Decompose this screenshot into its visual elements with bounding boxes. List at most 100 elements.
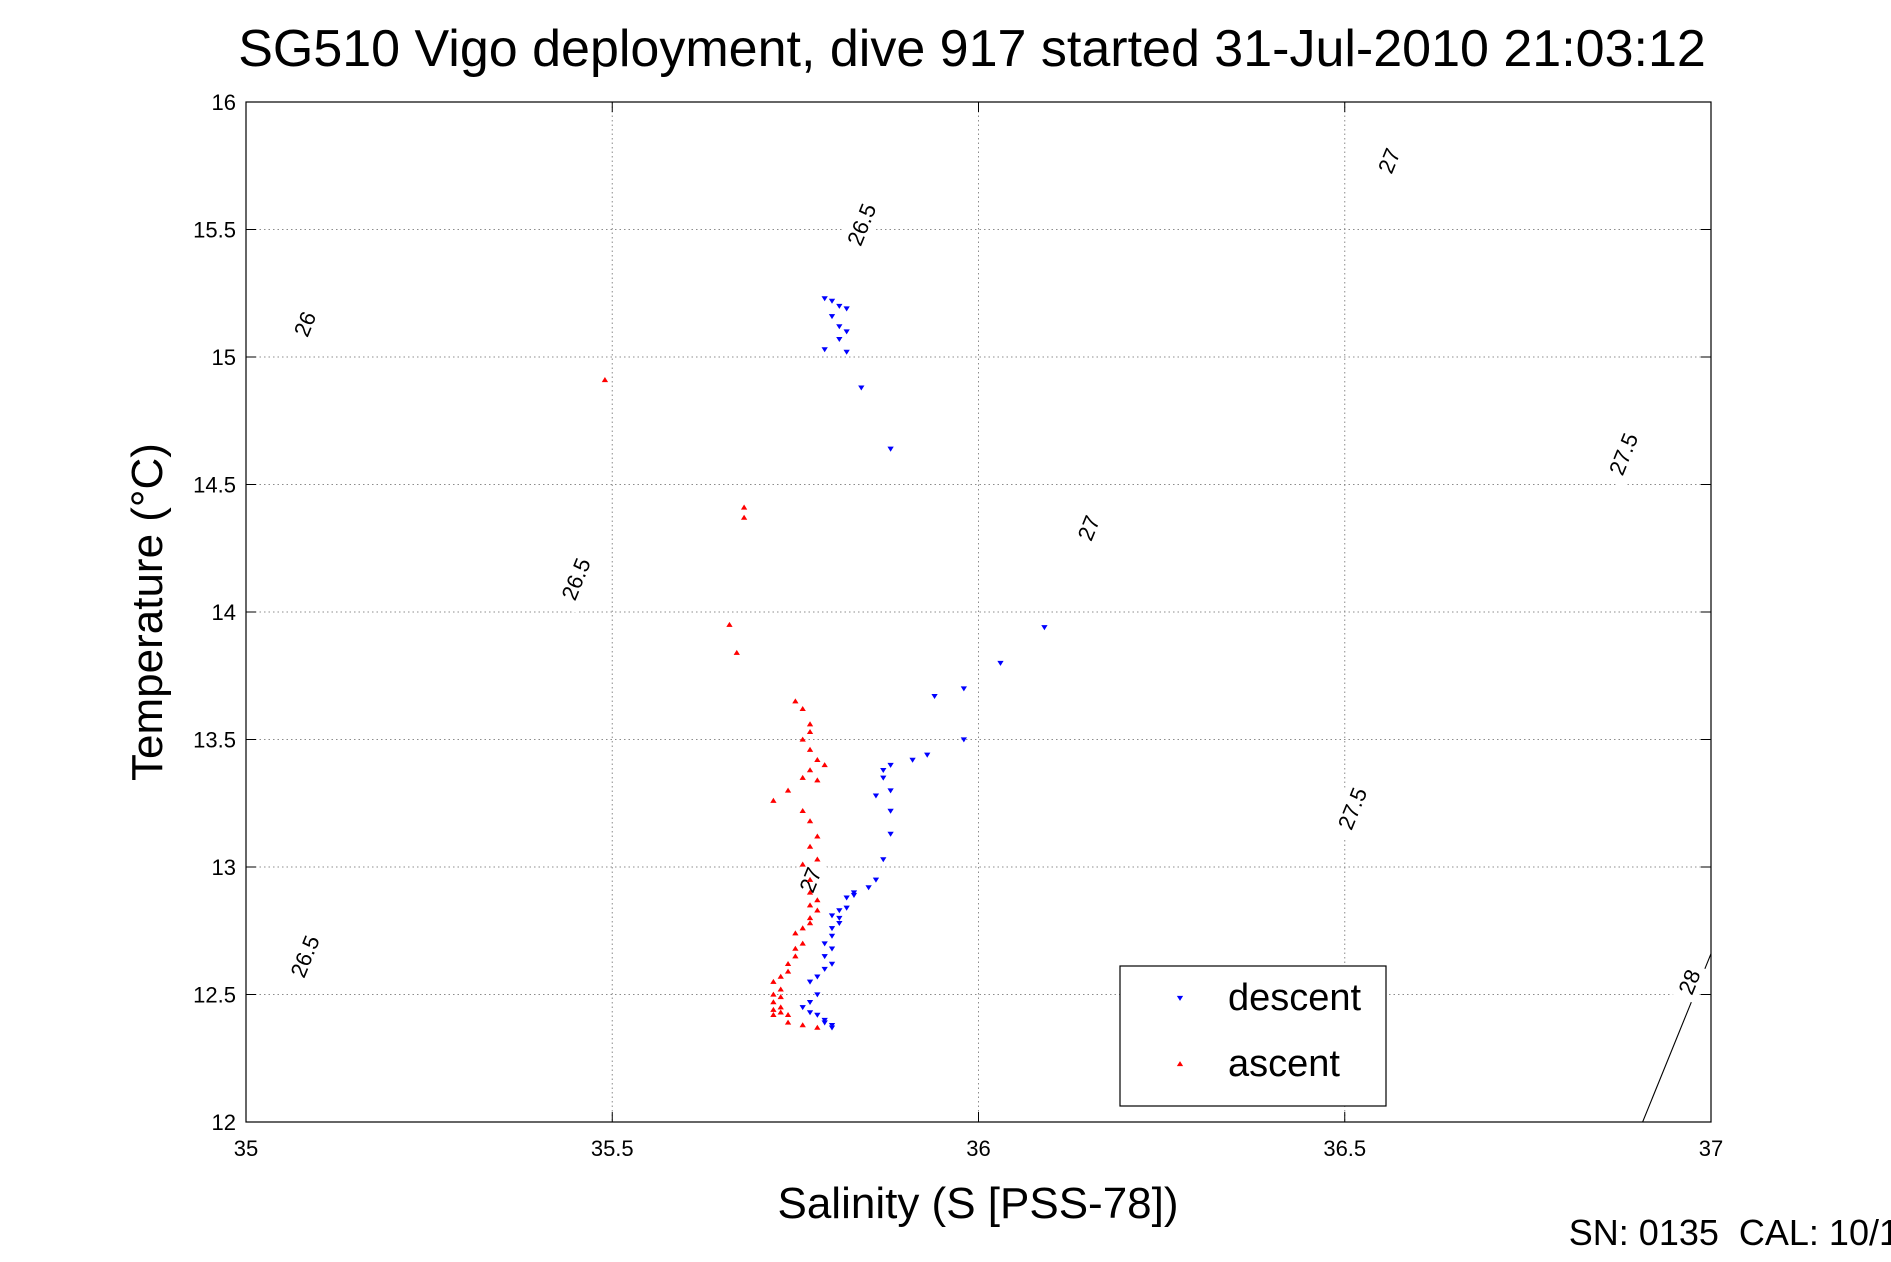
contour-label-gap (1368, 138, 1409, 183)
contour-label-gap (1068, 505, 1109, 550)
ascent-point (806, 876, 814, 882)
descent-point (828, 913, 836, 919)
y-tick-label: 12 (212, 1110, 236, 1135)
x-tick-label: 36.5 (1323, 1136, 1366, 1161)
descent-point (887, 808, 894, 814)
axis-ticks: 35 35.5 36 36.5 37 12 12.5 13 13.5 14 14.5 15 15.5 16 (193, 90, 1723, 1161)
descent-point (806, 1000, 814, 1006)
ascent-point (777, 1004, 784, 1010)
descent-point (821, 941, 828, 947)
ascent-point (784, 1019, 792, 1025)
ascent-point (770, 999, 777, 1005)
legend: descent ascent (1119, 965, 1387, 1107)
ascent-point (777, 973, 784, 979)
y-tick-label: 14 (212, 600, 236, 625)
ascent-point (792, 945, 799, 951)
descent-point (814, 974, 821, 980)
ascent-point (770, 1006, 777, 1012)
descent-point (821, 966, 828, 972)
descent-point (843, 349, 850, 355)
descent-point (865, 885, 872, 891)
descent-point (887, 446, 894, 452)
ascent-point (806, 767, 814, 773)
ascent-point (740, 514, 748, 520)
descent-point (843, 895, 850, 901)
descent-point (828, 946, 836, 952)
legend-entries: descent ascent (1176, 977, 1362, 1085)
ascent-point (784, 787, 792, 793)
ascent-point (770, 1011, 777, 1018)
descent-point (850, 890, 858, 896)
descent-point (924, 752, 931, 758)
y-tick-label: 15.5 (193, 218, 236, 243)
descent-point (828, 298, 836, 304)
ascent-point (814, 907, 821, 913)
contour-label-gap (836, 190, 886, 259)
x-tick-label: 35 (234, 1136, 258, 1161)
ascent-point (814, 756, 821, 763)
legend-marker-ascent (1176, 1061, 1184, 1067)
ascent-point (733, 649, 740, 655)
x-axis-label: Salinity (S [PSS-78]) (777, 1179, 1178, 1228)
descent-point (799, 1005, 806, 1011)
descent-point (836, 915, 843, 921)
descent-point (828, 1022, 836, 1029)
descent-point (806, 979, 814, 985)
ascent-point (799, 736, 806, 742)
ascent-point (799, 774, 806, 780)
ascent-point (784, 960, 792, 967)
descent-point (828, 314, 836, 320)
y-tick-label: 12.5 (193, 983, 236, 1008)
ascent-point (777, 994, 784, 1000)
ascent-point (770, 797, 777, 803)
descent-point (858, 385, 865, 391)
ascent-point (799, 940, 806, 946)
contour-label-gap (1669, 959, 1709, 1004)
ascent-point (799, 807, 806, 814)
descent-point (814, 992, 821, 998)
y-axis-label: Temperature (°C) (123, 443, 172, 781)
descent-point (836, 303, 843, 309)
descent-point (806, 1010, 814, 1016)
descent-point (843, 905, 850, 911)
ascent-point (806, 920, 814, 926)
descent-point (960, 686, 967, 692)
ascent-point (784, 968, 792, 974)
y-tick-label: 16 (212, 90, 236, 115)
ascent-point (770, 978, 777, 984)
ascent-point (806, 902, 814, 908)
ascent-point (770, 991, 777, 997)
ascent-point (806, 746, 814, 752)
ascent-point (792, 930, 799, 936)
ascent-point (814, 1024, 821, 1030)
ascent-point (777, 986, 784, 992)
legend-marker-descent (1176, 995, 1184, 1001)
ascent-point (806, 818, 814, 824)
x-tick-label: 37 (1699, 1136, 1723, 1161)
descent-point (821, 1017, 828, 1023)
y-tick-label: 13.5 (193, 728, 236, 753)
ascent-point (740, 504, 748, 510)
ascent-point (799, 1022, 806, 1028)
contour-label-gap (550, 544, 601, 613)
descent-point (828, 1025, 836, 1031)
contour-line-26 (1642, 952, 1711, 1122)
descent-point (850, 892, 858, 898)
ascent-point (799, 925, 806, 931)
descent-point (821, 954, 828, 960)
descent-point (828, 933, 836, 939)
descent-point (887, 762, 894, 768)
ascent-point (814, 897, 821, 903)
serial-calibration-footer: SN: 0135 CAL: 10/1 (1568, 1212, 1891, 1253)
descent-point (843, 329, 850, 335)
descent-point (1041, 625, 1048, 631)
chart-title: SG510 Vigo deployment, dive 917 started … (238, 20, 1706, 78)
y-tick-label: 13 (212, 855, 236, 880)
descent-point (880, 767, 887, 774)
descent-point (836, 324, 843, 330)
legend-box (1119, 965, 1387, 1107)
descent-point (821, 347, 828, 353)
contour-label-gap (284, 301, 325, 346)
ascent-point (777, 1009, 784, 1015)
